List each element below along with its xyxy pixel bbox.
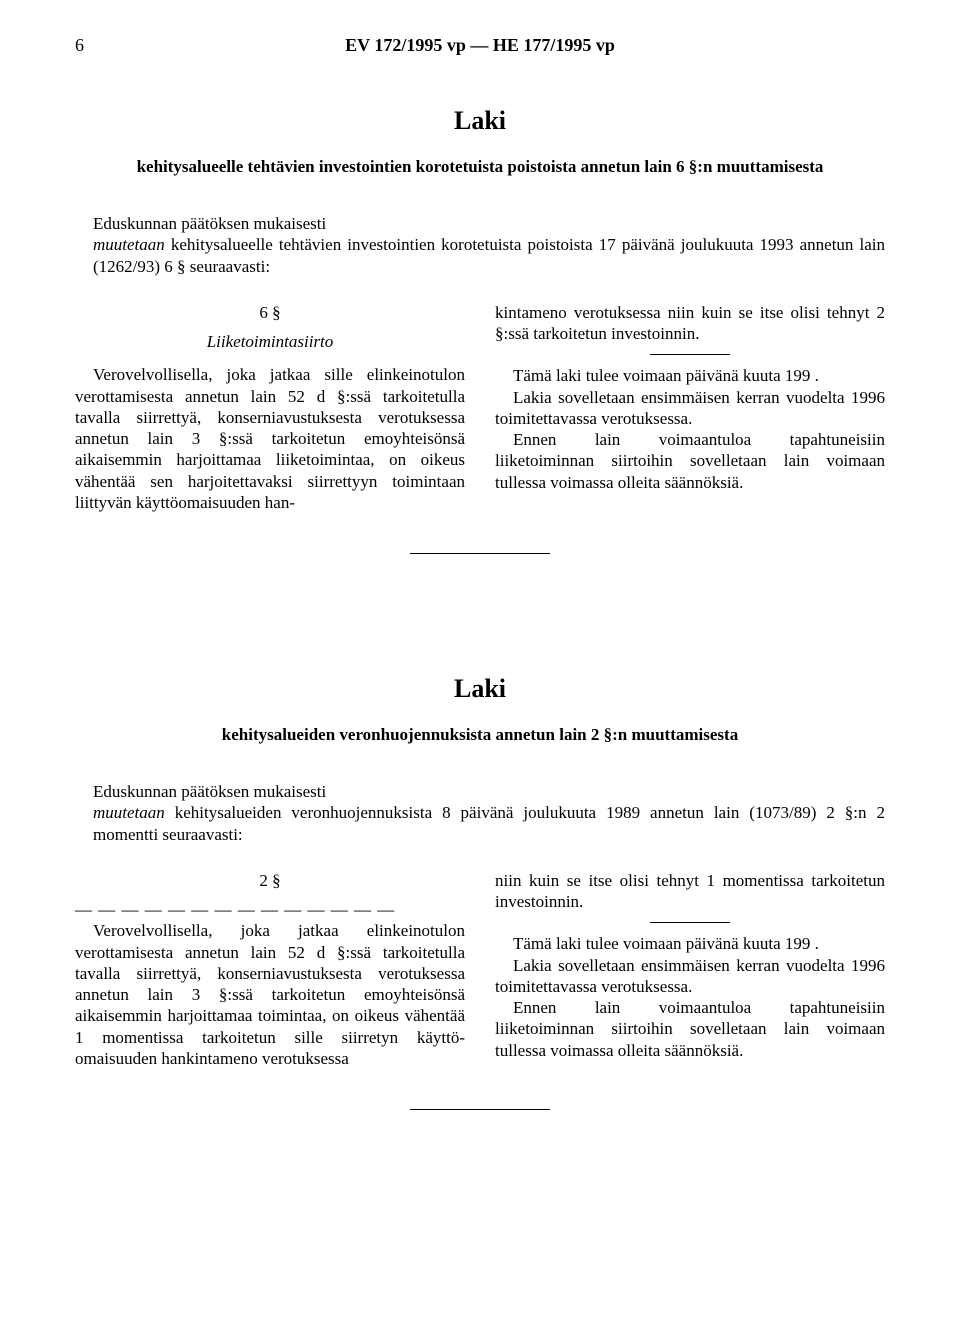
section-title-liiketoimintasiirto: Liiketoimintasiirto bbox=[75, 331, 465, 352]
columns-1: 6 § Liiketoimintasiirto Verovelvollisell… bbox=[75, 302, 885, 513]
law-title-2: Laki bbox=[75, 674, 885, 704]
body-para-1-right-4: Ennen lain voimaantuloa tapahtuneisiin l… bbox=[495, 429, 885, 493]
dashes-line: — — — — — — — — — — — — — — bbox=[75, 899, 465, 920]
preamble2-line2: muutetaan kehitysalueiden veronhuojennuk… bbox=[93, 802, 885, 845]
page-number: 6 bbox=[75, 35, 84, 56]
section-number-6: 6 § bbox=[75, 302, 465, 323]
section-number-2: 2 § bbox=[75, 870, 465, 891]
body-para-1-left: Verovelvollisella, joka jatkaa sille eli… bbox=[75, 364, 465, 513]
preamble2-verb: muutetaan bbox=[93, 803, 165, 822]
law-subtitle-2: kehitysalueiden veronhuojennuksista anne… bbox=[105, 724, 855, 746]
law-title-1: Laki bbox=[75, 106, 885, 136]
law-section-1: Laki kehitysalueelle tehtävien investoin… bbox=[75, 106, 885, 554]
divider-med-1 bbox=[410, 553, 550, 554]
body-para-1-right-3: Lakia sovelletaan ensimmäisen kerran vuo… bbox=[495, 387, 885, 430]
divider-short-2 bbox=[650, 922, 730, 923]
preamble-line2: muutetaan kehitysalueelle tehtävien inve… bbox=[93, 234, 885, 277]
law-section-2: Laki kehitysalueiden veronhuojennuksista… bbox=[75, 674, 885, 1110]
divider-med-2 bbox=[410, 1109, 550, 1110]
preamble-line1: Eduskunnan päätöksen mukaisesti bbox=[93, 213, 885, 234]
body-cont-2-right: niin kuin se itse olisi tehnyt 1 momenti… bbox=[495, 870, 885, 913]
preamble2-line1: Eduskunnan päätöksen mukaisesti bbox=[93, 781, 885, 802]
divider-short-1 bbox=[650, 354, 730, 355]
law-subtitle-1: kehitysalueelle tehtävien investointien … bbox=[105, 156, 855, 178]
body-cont-1-right: kintameno verotuksessa niin kuin se itse… bbox=[495, 302, 885, 345]
right-column-2: niin kuin se itse olisi tehnyt 1 momenti… bbox=[495, 870, 885, 1069]
preamble2-rest: kehitysalueiden veronhuojennuksista 8 pä… bbox=[93, 803, 885, 843]
body-para-1-right-2: Tämä laki tulee voimaan päivänä kuuta 19… bbox=[495, 365, 885, 386]
body-para-2-right-2: Tämä laki tulee voimaan päivänä kuuta 19… bbox=[495, 933, 885, 954]
preamble-2: Eduskunnan päätöksen mukaisesti muutetaa… bbox=[75, 781, 885, 845]
body-para-2-right-4: Ennen lain voimaantuloa tapahtuneisiin l… bbox=[495, 997, 885, 1061]
left-column-2: 2 § — — — — — — — — — — — — — — Verovelv… bbox=[75, 870, 465, 1069]
columns-2: 2 § — — — — — — — — — — — — — — Verovelv… bbox=[75, 870, 885, 1069]
preamble-verb: muutetaan bbox=[93, 235, 165, 254]
left-column-1: 6 § Liiketoimintasiirto Verovelvollisell… bbox=[75, 302, 465, 513]
preamble-rest: kehitysalueelle tehtävien investointien … bbox=[93, 235, 885, 275]
right-column-1: kintameno verotuksessa niin kuin se itse… bbox=[495, 302, 885, 513]
preamble-1: Eduskunnan päätöksen mukaisesti muutetaa… bbox=[75, 213, 885, 277]
document-header: EV 172/1995 vp — HE 177/1995 vp bbox=[75, 35, 885, 56]
body-para-2-left: Verovelvollisella, joka jatkaa elinkeino… bbox=[75, 920, 465, 1069]
body-para-2-right-3: Lakia sovelletaan ensimmäisen kerran vuo… bbox=[495, 955, 885, 998]
